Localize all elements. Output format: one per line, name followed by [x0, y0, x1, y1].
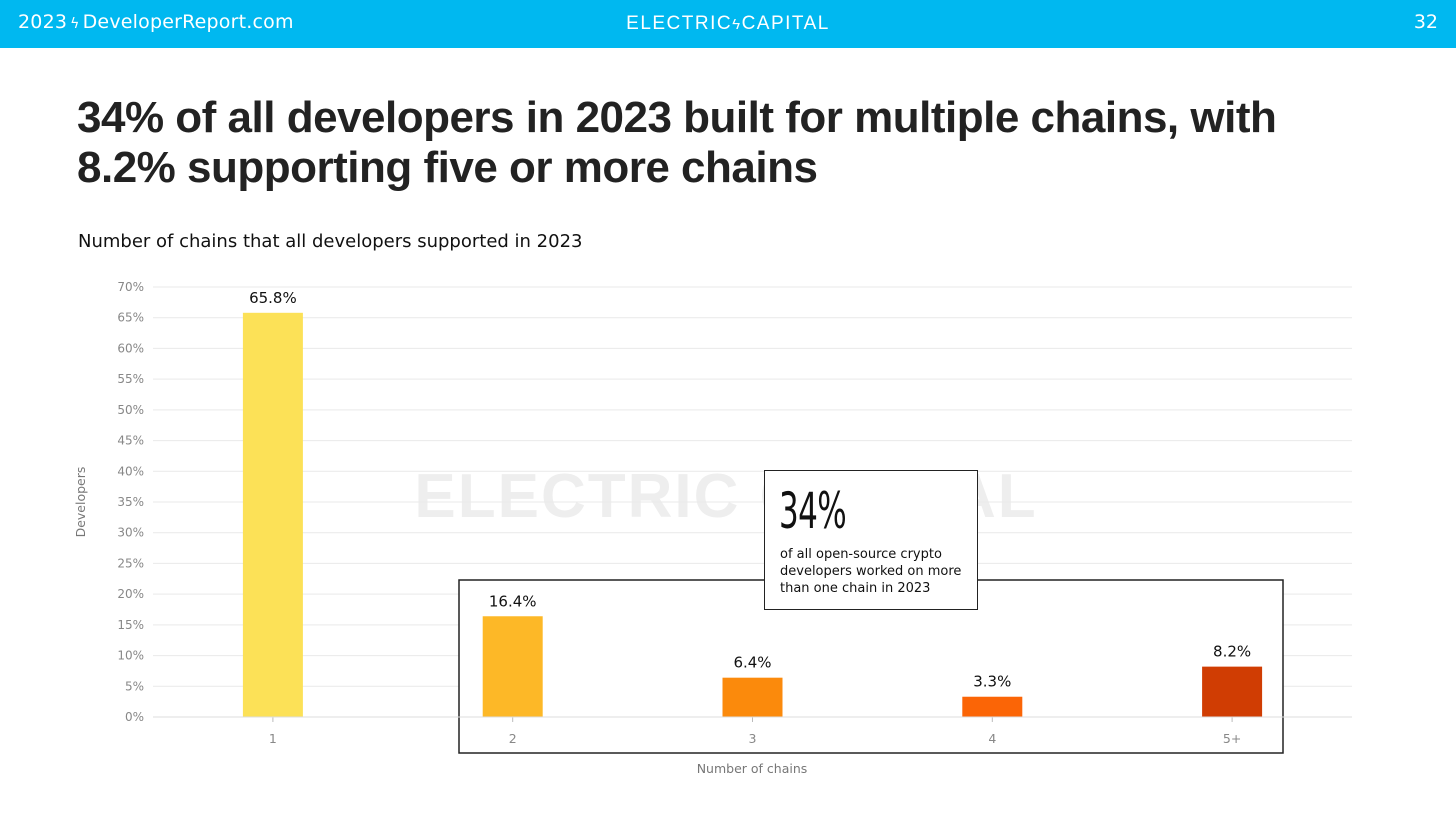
y-tick-label: 40%	[117, 464, 144, 478]
y-tick-label: 70%	[117, 280, 144, 294]
callout-value: 34%	[779, 482, 847, 540]
bar-1	[242, 312, 303, 717]
y-tick-label: 25%	[117, 556, 144, 570]
site-name: DeveloperReport.com	[82, 11, 294, 33]
y-tick-label: 30%	[117, 526, 144, 540]
y-tick-label: 15%	[117, 618, 144, 632]
x-axis-ticks: 1 2 3 4 5+	[153, 716, 1352, 746]
chart-title: Number of chains that all developers sup…	[78, 231, 583, 252]
y-tick-label: 0%	[125, 710, 144, 724]
bar-5+	[1202, 666, 1263, 717]
site-link[interactable]: 2023 ϟ DeveloperReport.com	[18, 11, 294, 33]
x-tick-label: 2	[509, 731, 517, 746]
y-axis-label: Developers	[73, 467, 88, 538]
bar-2	[482, 616, 543, 717]
y-tick-label: 10%	[117, 649, 144, 663]
data-label: 3.3%	[973, 673, 1011, 691]
x-tick-label: 4	[988, 731, 996, 746]
x-axis-label: Number of chains	[697, 761, 808, 776]
brand-logo: ELECTRICϟCAPITAL	[0, 13, 1456, 35]
y-tick-label: 65%	[117, 311, 144, 325]
chart-bars: 65.8% 16.4% 6.4% 3.3% 8.2%	[242, 289, 1263, 717]
y-tick-label: 60%	[117, 341, 144, 355]
x-tick-label: 3	[749, 731, 757, 746]
y-tick-label: 45%	[117, 434, 144, 448]
y-axis-ticks: 0% 5% 10% 15% 20% 25% 30% 35% 40% 45% 50% 55% 60% 65%…	[117, 280, 144, 724]
lightning-bolt-icon: ϟ	[70, 16, 80, 32]
top-bar: 2023 ϟ DeveloperReport.com ELECTRICϟCAPITA…	[0, 0, 1456, 48]
page-number: 32	[1413, 11, 1438, 33]
callout-text: of all open-source crypto developers wor…	[780, 547, 962, 596]
x-tick-label: 1	[269, 731, 277, 746]
bar-4	[962, 696, 1023, 717]
y-tick-label: 5%	[125, 679, 144, 693]
brand-bolt-icon: ϟ	[732, 16, 742, 33]
y-tick-label: 55%	[117, 372, 144, 386]
page-title: 34% of all developers in 2023 built for …	[77, 93, 1277, 192]
brand-left: ELECTRIC	[626, 13, 733, 34]
y-tick-label: 50%	[117, 403, 144, 417]
brand-right: CAPITAL	[741, 13, 830, 34]
y-tick-label: 20%	[117, 587, 144, 601]
data-label: 16.4%	[489, 592, 537, 610]
bar-3	[722, 677, 783, 717]
y-tick-label: 35%	[117, 495, 144, 509]
data-label: 6.4%	[733, 654, 771, 672]
callout-box: 34% of all open-source crypto developers…	[764, 470, 978, 610]
site-year: 2023	[18, 11, 68, 33]
x-tick-label: 5+	[1223, 731, 1241, 746]
data-label: 8.2%	[1213, 643, 1251, 661]
data-label: 65.8%	[249, 289, 297, 307]
